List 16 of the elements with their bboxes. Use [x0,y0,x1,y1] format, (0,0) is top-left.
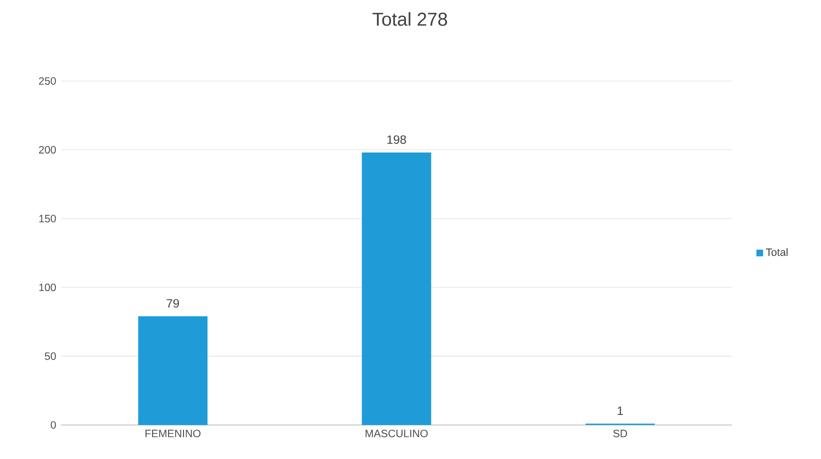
data-label: 198 [387,135,406,144]
x-tick-label: FEMENINO [146,430,200,438]
y-tick-label: 50 [44,352,56,360]
legend-label: Total [766,248,788,256]
y-tick-label: 0 [50,421,56,429]
x-tick-label: MASCULINO [366,430,428,438]
data-label: 1 [618,406,623,415]
y-tick-label: 150 [39,214,56,222]
y-tick-label: 100 [39,284,56,292]
x-tick-label: SD [613,430,628,438]
bar [138,316,208,425]
y-tick-label: 250 [39,77,56,85]
chart-title: Total 278 [372,12,448,26]
y-tick-label: 200 [39,146,56,154]
bar [362,152,432,425]
data-label: 79 [166,299,179,308]
